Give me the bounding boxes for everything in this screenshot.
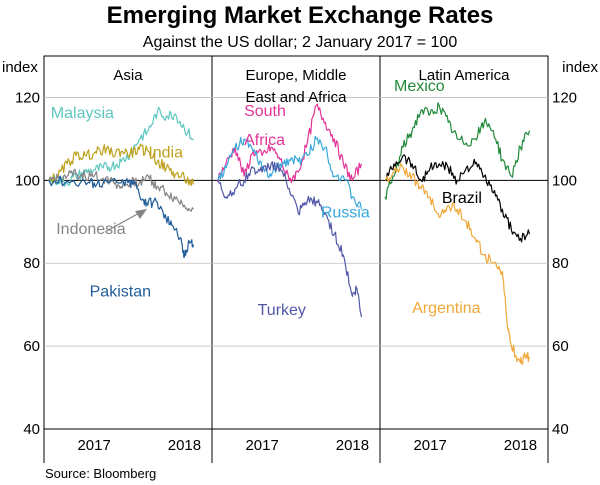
y-tick-label-left-100: 100 (15, 172, 40, 189)
series-label-india: India (148, 145, 183, 162)
chart-subtitle: Against the US dollar; 2 January 2017 = … (142, 34, 458, 51)
series-label-turkey: Turkey (258, 302, 306, 319)
y-tick-label-right-40: 40 (552, 421, 569, 438)
series-line-mexico (384, 102, 531, 200)
series-label-pakistan: Pakistan (90, 283, 151, 300)
series-line-pakistan (48, 175, 195, 258)
series-line-turkey (216, 161, 363, 318)
indonesia-pointer-arrowhead (135, 209, 147, 219)
panel-title-asia: Asia (113, 67, 143, 84)
series-line-brazil (384, 154, 531, 243)
series-line-argentina (384, 163, 531, 365)
series-label-indonesia: Indonesia (56, 221, 125, 238)
series-line-russia (216, 135, 363, 210)
series-label-mexico: Mexico (394, 78, 445, 95)
x-tick-label-2018-panel-2: 2018 (336, 437, 369, 454)
chart-title: Emerging Market Exchange Rates (106, 2, 494, 29)
series-line-south-africa (216, 103, 363, 184)
y-tick-label-right-80: 80 (552, 255, 569, 272)
series-label-brazil: Brazil (442, 190, 482, 207)
series-label-south: South (244, 103, 286, 120)
x-tick-label-2017-panel-2: 2017 (245, 437, 278, 454)
y-tick-label-right-100: 100 (552, 172, 577, 189)
series-label-argentina: Argentina (412, 300, 481, 317)
y-tick-label-left-80: 80 (23, 255, 40, 272)
x-tick-label-2018-panel-3: 2018 (504, 437, 537, 454)
y-tick-label-left-120: 120 (15, 89, 40, 106)
x-tick-label-2017-panel-3: 2017 (413, 437, 446, 454)
y-tick-label-left-40: 40 (23, 421, 40, 438)
x-tick-label-2018-panel-1: 2018 (168, 437, 201, 454)
indonesia-pointer-arrow (104, 211, 142, 233)
panel-title-europe-middle-east-and-africa: Europe, Middle East and Africa (246, 67, 348, 106)
series-label-malaysia: Malaysia (51, 105, 114, 122)
x-tick-label-2017-panel-1: 2017 (77, 437, 110, 454)
y-tick-label-right-120: 120 (552, 89, 577, 106)
series-line-indonesia (48, 168, 194, 212)
series-label-russia: Russia (321, 205, 370, 222)
series-label-africa: Africa (244, 132, 285, 149)
panel-title-latin-america: Latin America (419, 67, 511, 84)
y-axis-label-right: index (562, 59, 598, 76)
y-tick-label-left-60: 60 (23, 338, 40, 355)
plot-frame (43, 55, 549, 430)
source-note: Source: Bloomberg (45, 466, 157, 481)
series-line-india (48, 143, 195, 187)
y-axis-label-left: index (2, 59, 38, 76)
y-tick-label-right-60: 60 (552, 338, 569, 355)
